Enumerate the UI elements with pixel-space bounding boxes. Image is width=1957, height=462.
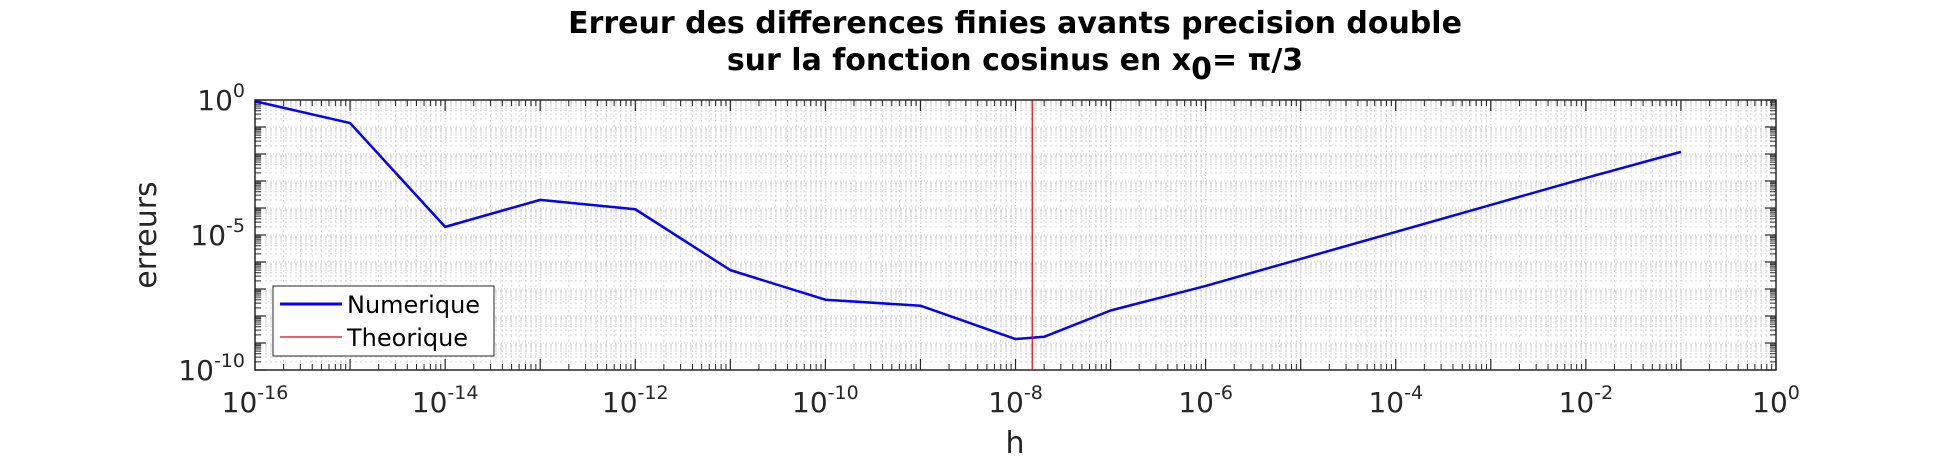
x-tick-label-base: 10 xyxy=(412,386,448,419)
x-tick-label-base: 10 xyxy=(792,386,828,419)
x-tick-label-exponent: -2 xyxy=(1594,382,1613,404)
x-tick-label-exponent: -4 xyxy=(1404,382,1423,404)
y-tick-label-base: 10 xyxy=(190,219,226,252)
y-tick-label-base: 10 xyxy=(178,354,214,387)
x-axis-label: h xyxy=(1005,426,1024,461)
x-tick-labels: 10-16 10-14 10-12 10-10 10-8 10-6 10-4 10-2 100 xyxy=(222,382,1800,419)
series xyxy=(254,100,1682,370)
y-tick-label-exponent: 0 xyxy=(233,80,245,102)
legend-label-numerique: Numerique xyxy=(347,291,480,319)
chart-title: Erreur des differences finies avants pre… xyxy=(568,6,1462,87)
x-tick-label: 10-10 xyxy=(792,382,859,419)
y-axis-label: erreurs xyxy=(129,181,164,288)
title-line-2-suffix: = π/3 xyxy=(1212,43,1303,78)
y-tick-label-exponent: -10 xyxy=(214,350,245,372)
x-tick-label-exponent: -8 xyxy=(1024,382,1043,404)
y-tick-label: 10-10 xyxy=(178,350,245,387)
x-tick-label: 10-2 xyxy=(1559,382,1614,419)
y-tick-label: 10-5 xyxy=(190,215,245,252)
y-tick-label: 100 xyxy=(197,80,245,117)
title-line-1: Erreur des differences finies avants pre… xyxy=(568,6,1462,41)
x-tick-label-base: 10 xyxy=(602,386,638,419)
x-tick-label: 10-14 xyxy=(412,382,479,419)
minor-ticks xyxy=(255,100,1776,370)
legend-box xyxy=(272,285,495,357)
x-tick-label-exponent: -16 xyxy=(257,382,288,404)
x-tick-label-exponent: -14 xyxy=(447,382,478,404)
grid xyxy=(254,99,1777,371)
y-tick-label-exponent: -5 xyxy=(226,215,245,237)
x-tick-label-exponent: -6 xyxy=(1214,382,1233,404)
x-tick-label-base: 10 xyxy=(1559,386,1595,419)
x-tick-label-base: 10 xyxy=(1752,386,1788,419)
x-tick-label: 10-4 xyxy=(1368,382,1423,419)
x-tick-label: 100 xyxy=(1752,382,1800,419)
title-line-2: sur la fonction cosinus en x0= π/3 xyxy=(727,43,1303,87)
series-line-numerique xyxy=(254,100,1682,341)
x-tick-label: 10-6 xyxy=(1178,382,1233,419)
title-line-2-prefix: sur la fonction cosinus en x xyxy=(727,43,1191,78)
x-tick-label: 10-8 xyxy=(988,382,1043,419)
x-tick-label-base: 10 xyxy=(222,386,258,419)
x-tick-label-base: 10 xyxy=(1178,386,1214,419)
legend: Numerique Theorique xyxy=(272,285,495,357)
major-ticks xyxy=(254,99,1777,371)
x-tick-label-exponent: -10 xyxy=(828,382,859,404)
x-tick-label: 10-12 xyxy=(602,382,669,419)
x-tick-label: 10-16 xyxy=(222,382,289,419)
legend-label-theorique: Theorique xyxy=(346,324,468,352)
x-tick-label-base: 10 xyxy=(1368,386,1404,419)
x-tick-label-exponent: -12 xyxy=(638,382,669,404)
y-tick-label-base: 10 xyxy=(197,84,233,117)
x-tick-label-base: 10 xyxy=(988,386,1024,419)
x-tick-label-exponent: 0 xyxy=(1788,382,1800,404)
title-line-2-subscript: 0 xyxy=(1191,52,1212,87)
